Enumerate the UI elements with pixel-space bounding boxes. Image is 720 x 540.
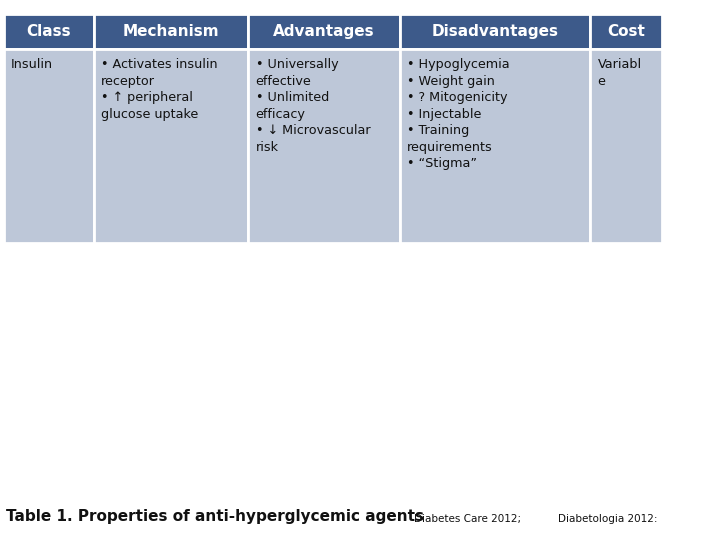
Text: Mechanism: Mechanism [122, 24, 220, 38]
Text: Cost: Cost [608, 24, 645, 38]
Bar [248, 14, 400, 49]
Text: Insulin: Insulin [11, 58, 53, 71]
Text: • Activates insulin
receptor
• ↑ peripheral
glucose uptake: • Activates insulin receptor • ↑ periphe… [101, 58, 217, 121]
Bar [94, 14, 248, 49]
Text: Diabetes Care 2012;: Diabetes Care 2012; [414, 514, 521, 524]
Bar [248, 49, 400, 243]
Text: Table 1. Properties of anti-hyperglycemic agents: Table 1. Properties of anti-hyperglycemi… [6, 509, 424, 524]
Bar [4, 49, 94, 243]
Text: Variabl
e: Variabl e [598, 58, 642, 88]
Text: Diabetologia 2012:: Diabetologia 2012: [558, 514, 657, 524]
Text: Disadvantages: Disadvantages [431, 24, 559, 38]
Bar [590, 14, 662, 49]
Text: • Hypoglycemia
• Weight gain
• ? Mitogenicity
• Injectable
• Training
requiremen: • Hypoglycemia • Weight gain • ? Mitogen… [407, 58, 510, 170]
Bar [4, 14, 94, 49]
Bar [590, 49, 662, 243]
Bar [400, 49, 590, 243]
Bar [400, 14, 590, 49]
Text: Advantages: Advantages [273, 24, 375, 38]
Text: Class: Class [27, 24, 71, 38]
Text: • Universally
effective
• Unlimited
efficacy
• ↓ Microvascular
risk: • Universally effective • Unlimited effi… [256, 58, 370, 154]
Bar [94, 49, 248, 243]
